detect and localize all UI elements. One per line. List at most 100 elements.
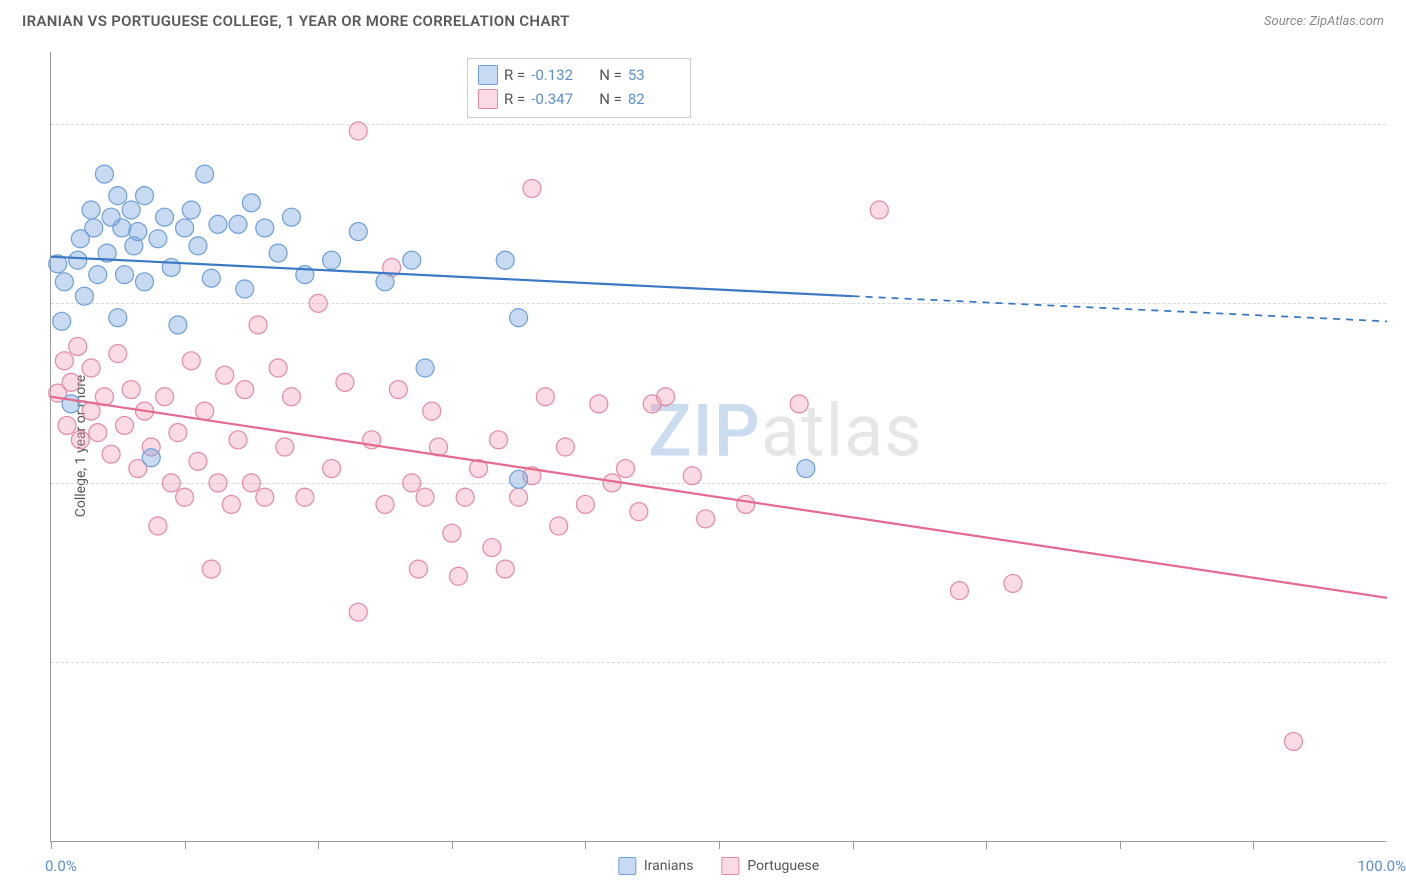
stats-legend: R = -0.132 N = 53 R = -0.347 N = 82	[467, 58, 691, 118]
scatter-point	[683, 467, 701, 485]
scatter-point	[209, 474, 227, 492]
y-tick-label: 100.0%	[1394, 115, 1406, 133]
scatter-point	[53, 312, 71, 330]
scatter-point	[89, 266, 107, 284]
scatter-point	[58, 416, 76, 434]
scatter-point	[229, 431, 247, 449]
chart-area: 25.0%50.0%75.0%100.0% ZIPatlas R = -0.13…	[50, 52, 1386, 842]
scatter-point	[136, 273, 154, 291]
scatter-plot	[51, 52, 1386, 841]
x-label-min: 0.0%	[45, 857, 77, 875]
scatter-point	[323, 460, 341, 478]
scatter-point	[416, 488, 434, 506]
scatter-point	[797, 460, 815, 478]
scatter-point	[282, 388, 300, 406]
scatter-point	[269, 244, 287, 262]
scatter-point	[89, 424, 107, 442]
scatter-point	[182, 201, 200, 219]
scatter-point	[282, 208, 300, 226]
scatter-point	[456, 488, 474, 506]
scatter-point	[242, 474, 260, 492]
scatter-point	[176, 219, 194, 237]
scatter-point	[69, 251, 87, 269]
scatter-point	[242, 194, 260, 212]
scatter-point	[222, 495, 240, 513]
scatter-point	[102, 445, 120, 463]
scatter-point	[349, 122, 367, 140]
x-tick	[318, 841, 319, 849]
scatter-point	[309, 294, 327, 312]
stat-n-portuguese: 82	[628, 87, 680, 111]
scatter-point	[483, 539, 501, 557]
swatch-iranians	[478, 65, 498, 85]
x-tick	[1120, 841, 1121, 849]
swatch-portuguese	[478, 89, 498, 109]
scatter-point	[69, 337, 87, 355]
y-tick-label: 75.0%	[1394, 294, 1406, 312]
scatter-point	[256, 219, 274, 237]
scatter-point	[376, 273, 394, 291]
scatter-point	[349, 223, 367, 241]
scatter-point	[196, 165, 214, 183]
x-label-max: 100.0%	[1357, 857, 1406, 875]
scatter-point	[443, 524, 461, 542]
scatter-point	[149, 517, 167, 535]
legend-item-iranians: Iranians	[618, 857, 694, 875]
chart-header: IRANIAN VS PORTUGUESE COLLEGE, 1 YEAR OR…	[0, 0, 1406, 38]
scatter-point	[169, 424, 187, 442]
scatter-point	[109, 309, 127, 327]
scatter-point	[115, 416, 133, 434]
scatter-point	[142, 449, 160, 467]
scatter-point	[109, 345, 127, 363]
scatter-point	[71, 431, 89, 449]
scatter-point	[85, 219, 103, 237]
scatter-point	[162, 474, 180, 492]
stats-row-iranians: R = -0.132 N = 53	[478, 63, 680, 87]
scatter-point	[576, 495, 594, 513]
scatter-point	[276, 438, 294, 456]
scatter-point	[189, 237, 207, 255]
scatter-point	[536, 388, 554, 406]
scatter-point	[1004, 574, 1022, 592]
scatter-point	[389, 381, 407, 399]
stats-row-portuguese: R = -0.347 N = 82	[478, 87, 680, 111]
scatter-point	[182, 352, 200, 370]
scatter-point	[510, 470, 528, 488]
scatter-point	[236, 280, 254, 298]
scatter-point	[176, 488, 194, 506]
legend-bottom: Iranians Portuguese	[618, 857, 819, 875]
scatter-point	[523, 179, 541, 197]
x-tick	[719, 841, 720, 849]
scatter-point	[136, 187, 154, 205]
scatter-point	[115, 266, 133, 284]
scatter-point	[122, 201, 140, 219]
scatter-point	[82, 201, 100, 219]
scatter-point	[323, 251, 341, 269]
scatter-point	[697, 510, 715, 528]
scatter-point	[196, 402, 214, 420]
x-tick	[853, 841, 854, 849]
scatter-point	[236, 381, 254, 399]
trend-line	[51, 397, 1387, 598]
scatter-point	[249, 316, 267, 334]
scatter-point	[416, 359, 434, 377]
x-tick	[585, 841, 586, 849]
trend-line-extrapolated	[853, 296, 1387, 321]
scatter-point	[95, 165, 113, 183]
scatter-point	[122, 381, 140, 399]
scatter-point	[256, 488, 274, 506]
scatter-point	[556, 438, 574, 456]
scatter-point	[55, 273, 73, 291]
scatter-point	[156, 208, 174, 226]
y-tick-label: 25.0%	[1394, 653, 1406, 671]
chart-title: IRANIAN VS PORTUGUESE COLLEGE, 1 YEAR OR…	[22, 12, 570, 30]
scatter-point	[75, 287, 93, 305]
scatter-point	[1284, 732, 1302, 750]
swatch-iranians	[618, 857, 636, 875]
scatter-point	[202, 269, 220, 287]
scatter-point	[423, 402, 441, 420]
scatter-point	[229, 215, 247, 233]
stat-n-iranians: 53	[628, 63, 680, 87]
scatter-point	[550, 517, 568, 535]
scatter-point	[403, 251, 421, 269]
